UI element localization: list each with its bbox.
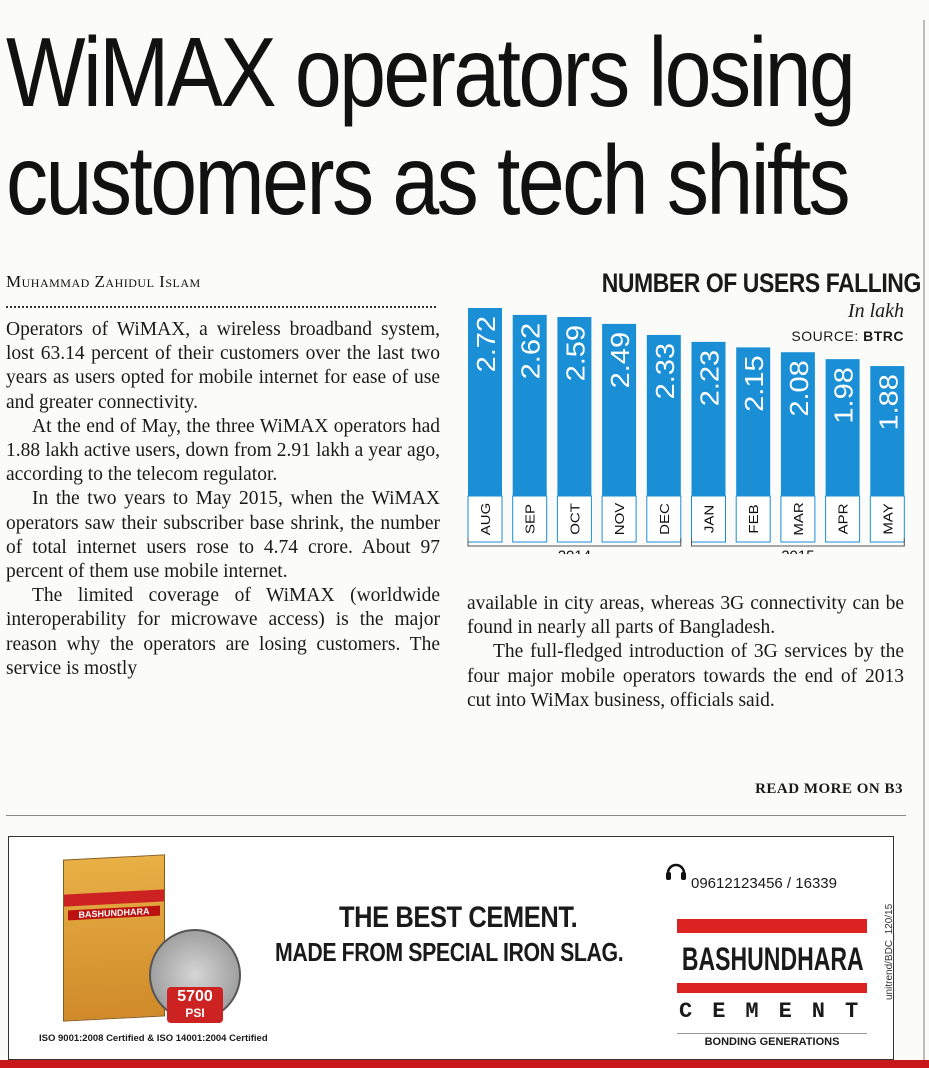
category-label-box <box>467 495 503 543</box>
category-label: DEC <box>657 503 672 535</box>
category-label: SEP <box>523 504 538 534</box>
bar-apr <box>825 359 860 496</box>
category-label: FEB <box>746 504 761 533</box>
headline-line-1: WiMAX operators losing <box>6 17 856 127</box>
chart-unit: In lakh <box>847 300 904 322</box>
ad-brand: BASHUNDHARA <box>681 941 864 977</box>
ad-code: unitrend/BDC_120/15 <box>884 903 895 1000</box>
category-label-box <box>825 495 861 543</box>
ad-tagline: BONDING GENERATIONS <box>677 1033 867 1048</box>
value-label: 2.08 <box>784 360 813 416</box>
value-label: 2.72 <box>471 316 500 372</box>
ad-brand-sub: CEMENT <box>679 999 879 1024</box>
bar-aug <box>468 308 502 496</box>
year-bracket <box>467 538 682 547</box>
psi-value: 5700 <box>177 988 213 1005</box>
category-label: MAY <box>880 503 895 534</box>
ad-phone[interactable]: 09612123456 / 16339 <box>691 875 837 892</box>
year-label: 2015 <box>781 547 814 554</box>
value-label: 2.59 <box>561 325 590 381</box>
year-label: 2014 <box>558 547 591 554</box>
footer-bar <box>0 1060 929 1068</box>
value-label: 2.23 <box>695 350 724 406</box>
byline: Muhammad Zahidul Islam <box>6 272 201 291</box>
category-label: OCT <box>567 503 582 535</box>
cement-bag-image: BASHUNDHARA <box>63 854 165 1022</box>
category-label-box <box>735 495 771 543</box>
bar-oct <box>557 316 592 496</box>
chart-source-label: SOURCE: <box>791 328 859 344</box>
category-label-box <box>556 495 592 543</box>
brand-stripe-top <box>677 919 867 933</box>
value-label: 2.33 <box>650 343 679 399</box>
bar-mar <box>780 352 815 496</box>
bag-brand: BASHUNDHARA <box>68 905 160 921</box>
paragraph-4: The limited coverage of WiMAX (worldwide… <box>6 585 440 679</box>
bar-dec <box>646 334 681 496</box>
bar-jan <box>691 341 726 496</box>
psi-unit: PSI <box>185 1006 205 1020</box>
brand-stripe-bottom <box>677 983 867 993</box>
bar-feb <box>736 347 771 496</box>
value-label: 1.98 <box>829 367 858 423</box>
bag-stripe <box>64 889 164 907</box>
advertisement[interactable]: BASHUNDHARA 5700 PSI ISO 9001:2008 Certi… <box>8 836 894 1060</box>
category-label: AUG <box>478 503 493 535</box>
category-label-box <box>646 495 682 543</box>
category-label: JAN <box>702 505 717 533</box>
category-label: MAR <box>791 502 806 535</box>
section-divider <box>6 815 906 816</box>
year-bracket <box>691 538 905 547</box>
headline: WiMAX operators losing customers as tech… <box>6 17 856 235</box>
category-label-box <box>869 495 905 543</box>
value-label: 1.88 <box>874 374 903 430</box>
paragraph-6: The full-fledged introduction of 3G serv… <box>467 641 904 711</box>
value-label: 2.15 <box>740 355 769 411</box>
bar-may <box>870 366 905 496</box>
value-label: 2.62 <box>516 323 545 379</box>
category-label-box <box>780 495 816 543</box>
headset-icon <box>666 863 686 880</box>
dotted-divider <box>6 306 436 308</box>
chart-title: NUMBER OF USERS FALLING <box>601 268 922 298</box>
category-label-box <box>601 495 637 543</box>
paragraph-5: available in city areas, whereas 3G conn… <box>467 593 904 639</box>
paragraph-1: Operators of WiMAX, a wireless broadband… <box>6 319 440 413</box>
category-label-box <box>512 495 548 543</box>
bar-nov <box>602 323 637 496</box>
chart-source-value: BTRC <box>863 328 904 344</box>
bar-chart-svg: 2.72 AUG 2.62 SEP 2.59 OCT 2.49 NOV 2.33 DEC 2.23 J… <box>467 308 905 554</box>
ad-headline: THE BEST CEMENT. <box>339 901 578 934</box>
chart-source: SOURCE: BTRC <box>791 328 904 344</box>
ad-subheadline: MADE FROM SPECIAL IRON SLAG. <box>275 937 624 967</box>
bar-sep <box>512 314 547 496</box>
category-label: NOV <box>612 502 627 535</box>
bar-chart: 2.72 AUG 2.62 SEP 2.59 OCT 2.49 NOV 2.33 DEC 2.23 J… <box>458 298 906 554</box>
paragraph-3: In the two years to May 2015, when the W… <box>6 488 440 583</box>
column-rule <box>923 20 925 1060</box>
psi-badge: 5700 PSI <box>167 987 223 1023</box>
article-column-right: available in city areas, whereas 3G conn… <box>467 592 904 713</box>
paragraph-2: At the end of May, the three WiMAX opera… <box>6 415 440 486</box>
article-column-left: Operators of WiMAX, a wireless broadband… <box>6 318 440 681</box>
category-label: APR <box>836 504 851 535</box>
iso-certification: ISO 9001:2008 Certified & ISO 14001:2004… <box>39 1033 268 1044</box>
value-label: 2.49 <box>605 332 634 388</box>
headline-line-2: customers as tech shifts <box>6 125 851 235</box>
category-label-box <box>691 495 726 543</box>
read-more-link[interactable]: READ MORE ON B3 <box>755 781 903 797</box>
